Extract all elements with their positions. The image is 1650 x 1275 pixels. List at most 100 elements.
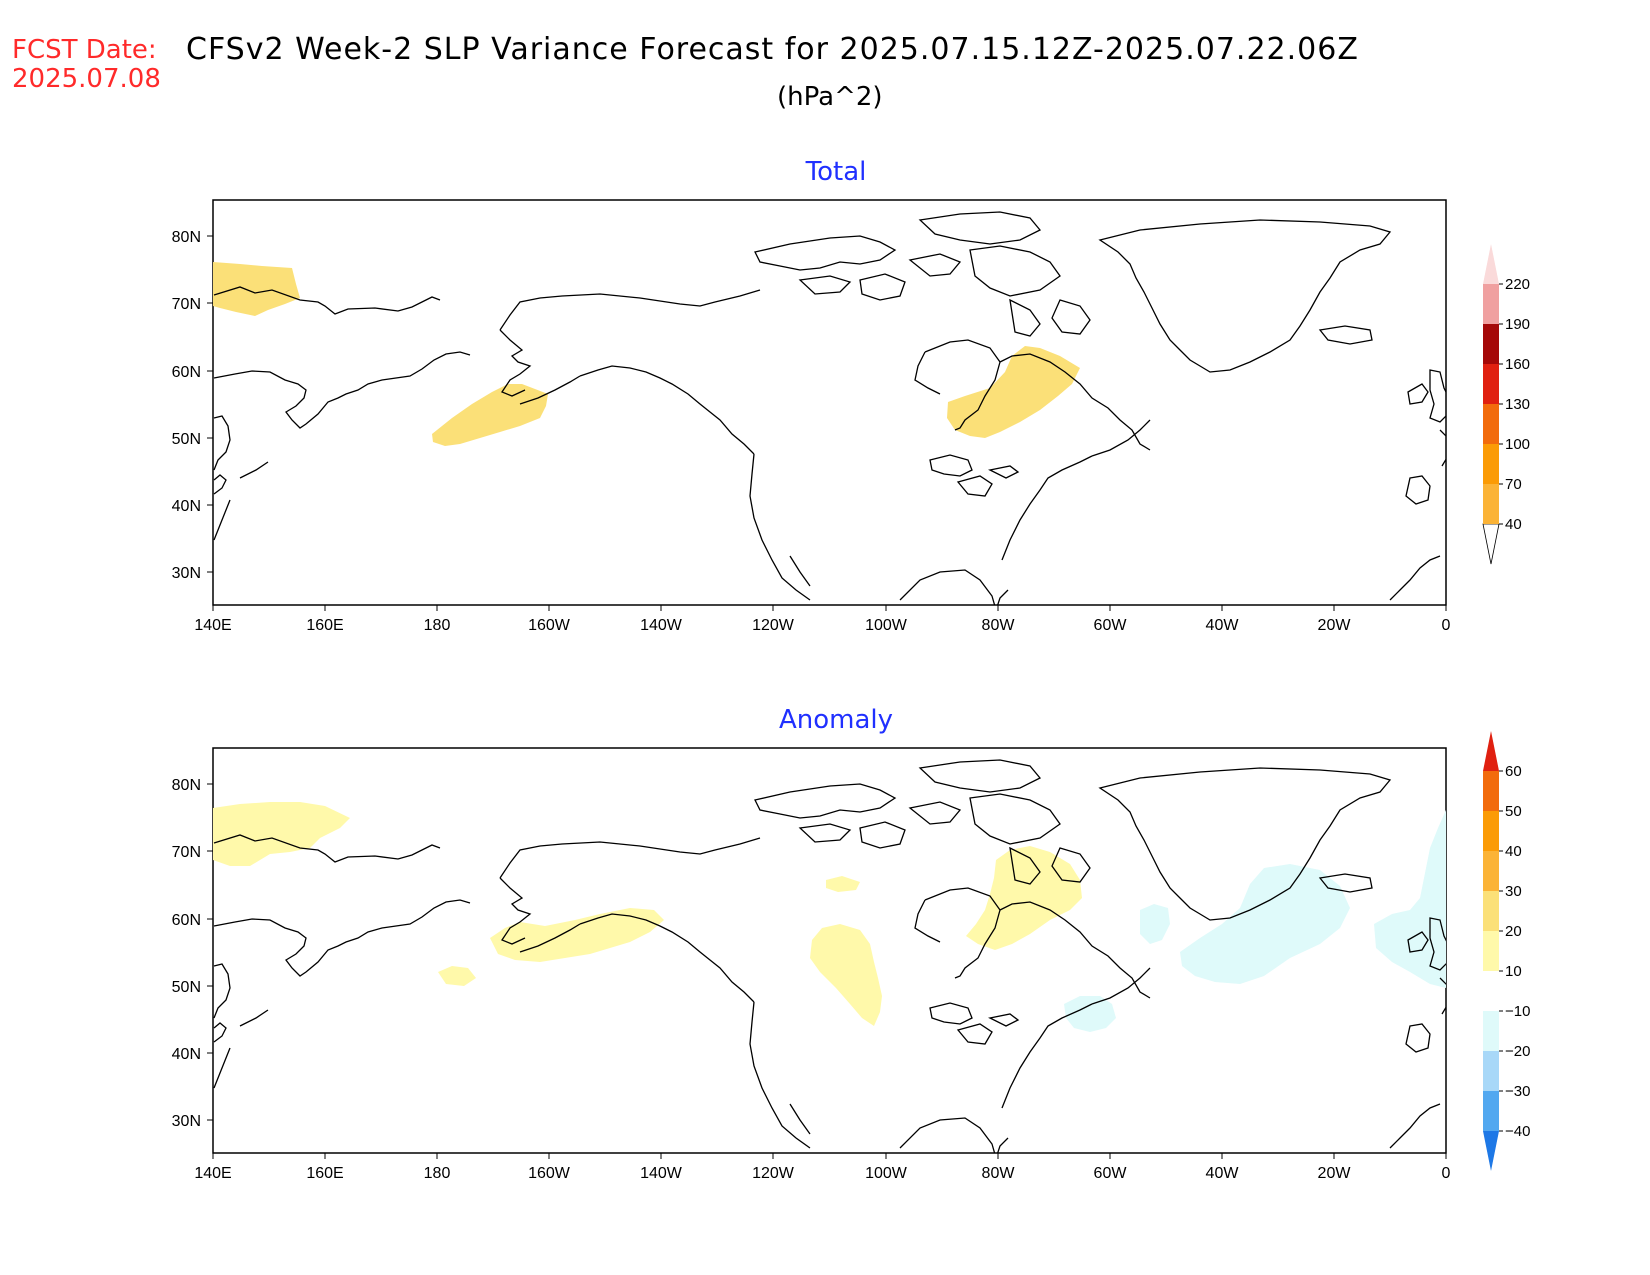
anomaly-region-quebec <box>966 846 1082 950</box>
lon-tick-label: 20W <box>1318 1165 1352 1182</box>
colorbar-label: 160 <box>1505 356 1530 373</box>
colorbar-segment <box>1483 324 1499 364</box>
colorbar-label: 50 <box>1505 803 1522 820</box>
colorbar-segment <box>1483 771 1499 811</box>
lon-tick-label: 160E <box>306 617 343 634</box>
lon-tick-label: 140E <box>194 1165 231 1182</box>
colorbar-label: 190 <box>1505 316 1530 333</box>
lon-tick-label: 120W <box>752 617 795 634</box>
colorbar-segment <box>1483 364 1499 404</box>
forecast-date-label: FCST Date: <box>12 35 157 65</box>
colorbar-total: 40 70 100 130 160 190 220 <box>1482 244 1530 565</box>
colorbar-label: 20 <box>1505 923 1522 940</box>
map-frame <box>212 199 1447 606</box>
lon-tick-label: 0 <box>1442 617 1451 634</box>
lon-tick-label: 80W <box>982 617 1016 634</box>
lon-axis-bottom: 140E 160E 180 160W 140W 120W 100W 80W 60… <box>194 1153 1451 1182</box>
lon-tick-label: 160W <box>528 617 571 634</box>
lat-axis-top: 80N 70N 60N 50N 40N 30N <box>172 229 213 582</box>
anomaly-region-rockies <box>826 876 860 892</box>
units-label: (hPa^2) <box>777 82 883 112</box>
total-region-bering <box>432 384 548 446</box>
colorbar-label: −40 <box>1505 1123 1530 1140</box>
colorbar-label: 70 <box>1505 476 1522 493</box>
anomaly-region-labrador-sea <box>1140 904 1170 944</box>
colorbar-label: 220 <box>1505 276 1530 293</box>
colorbar-label: −20 <box>1505 1043 1530 1060</box>
lat-tick-label: 60N <box>172 912 201 929</box>
colorbar-segment <box>1483 931 1499 971</box>
colorbar-segment <box>1483 971 1499 1011</box>
anomaly-region-north-atlantic <box>1180 864 1350 984</box>
lon-tick-label: 40W <box>1206 1165 1240 1182</box>
colorbar-segment <box>1483 284 1499 324</box>
lon-tick-label: 60W <box>1094 1165 1128 1182</box>
forecast-date: FCST Date: 2025.07.08 <box>12 36 161 94</box>
colorbar-end-triangle <box>1483 244 1499 284</box>
forecast-date-value: 2025.07.08 <box>12 64 161 94</box>
lon-tick-label: 0 <box>1442 1165 1451 1182</box>
lon-tick-label: 40W <box>1206 617 1240 634</box>
page-title: CFSv2 Week-2 SLP Variance Forecast for 2… <box>186 32 1359 67</box>
total-region-chukotka <box>213 262 300 316</box>
total-region-quebec <box>947 346 1080 438</box>
lat-tick-label: 30N <box>172 1113 201 1130</box>
anomaly-region-chukotka <box>213 802 350 866</box>
lon-tick-label: 160W <box>528 1165 571 1182</box>
anomaly-region-prairies <box>810 924 882 1026</box>
lon-tick-label: 120W <box>752 1165 795 1182</box>
colorbar-end-triangle <box>1483 731 1499 771</box>
colorbar-segment <box>1483 404 1499 444</box>
lat-tick-label: 80N <box>172 229 201 246</box>
colorbar-end-triangle <box>1482 523 1500 565</box>
panel-anomaly: Anomaly 80N 70N 60N 50N <box>172 705 1531 1182</box>
panel-total-title: Total <box>805 157 867 187</box>
lon-tick-label: 20W <box>1318 617 1352 634</box>
colorbar-label: −10 <box>1505 1003 1530 1020</box>
lon-tick-label: 100W <box>865 1165 908 1182</box>
lat-tick-label: 60N <box>172 364 201 381</box>
colorbar-label: 100 <box>1505 436 1530 453</box>
lat-tick-label: 70N <box>172 296 201 313</box>
panel-anomaly-title: Anomaly <box>779 705 893 735</box>
colorbar-label: 10 <box>1505 963 1522 980</box>
panel-total: Total 80N 70N 60N 50N 40N 30N <box>172 157 1530 634</box>
lon-tick-label: 180 <box>424 1165 451 1182</box>
lon-tick-label: 140W <box>640 617 683 634</box>
lat-tick-label: 80N <box>172 777 201 794</box>
colorbar-segment <box>1483 811 1499 851</box>
colorbar-label: 60 <box>1505 763 1522 780</box>
lat-axis-bottom: 80N 70N 60N 50N 40N 30N <box>172 777 213 1130</box>
lon-tick-label: 60W <box>1094 617 1128 634</box>
lat-tick-label: 30N <box>172 565 201 582</box>
colorbar-segment <box>1483 891 1499 931</box>
colorbar-anomaly: −40 −30 −20 −10 10 20 30 40 50 60 <box>1483 731 1530 1171</box>
colorbar-segment <box>1483 851 1499 891</box>
lon-tick-label: 80W <box>982 1165 1016 1182</box>
colorbar-label: 40 <box>1505 843 1522 860</box>
colorbar-end-triangle <box>1483 1131 1499 1171</box>
lat-tick-label: 50N <box>172 979 201 996</box>
anomaly-region-maritimes <box>1064 996 1116 1032</box>
lon-tick-label: 140W <box>640 1165 683 1182</box>
colorbar-segment <box>1483 484 1499 524</box>
lon-axis-top: 140E 160E 180 160W 140W 120W 100W 80W 60… <box>194 605 1451 634</box>
colorbar-segment <box>1483 1011 1499 1051</box>
anomaly-region-ne-atlantic <box>1374 810 1446 988</box>
colorbar-label: 30 <box>1505 883 1522 900</box>
colorbar-label: −30 <box>1505 1083 1530 1100</box>
lat-tick-label: 40N <box>172 498 201 515</box>
lon-tick-label: 180 <box>424 617 451 634</box>
anomaly-region-alaska <box>490 908 664 962</box>
lat-tick-label: 50N <box>172 431 201 448</box>
lat-tick-label: 70N <box>172 844 201 861</box>
colorbar-label: 130 <box>1505 396 1530 413</box>
lon-tick-label: 160E <box>306 1165 343 1182</box>
colorbar-label: 40 <box>1505 516 1522 533</box>
colorbar-segment <box>1483 1091 1499 1131</box>
lat-tick-label: 40N <box>172 1046 201 1063</box>
lon-tick-label: 100W <box>865 617 908 634</box>
anomaly-region-aleutian <box>438 966 476 986</box>
lon-tick-label: 140E <box>194 617 231 634</box>
